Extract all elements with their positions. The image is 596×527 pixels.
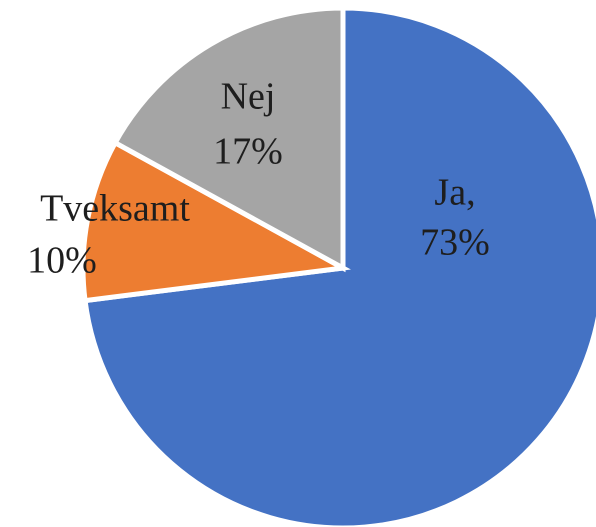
value-label: 73% xyxy=(420,222,490,264)
slice-label: Nej xyxy=(221,76,276,118)
slice-label: Tveksamt xyxy=(40,188,190,230)
pie-slice xyxy=(82,5,596,527)
value-label: 17% xyxy=(213,131,283,173)
pie-slice xyxy=(80,139,351,304)
value-label: 10% xyxy=(27,240,97,282)
slice-label: Ja, xyxy=(434,172,475,214)
pie-slice xyxy=(111,5,346,273)
